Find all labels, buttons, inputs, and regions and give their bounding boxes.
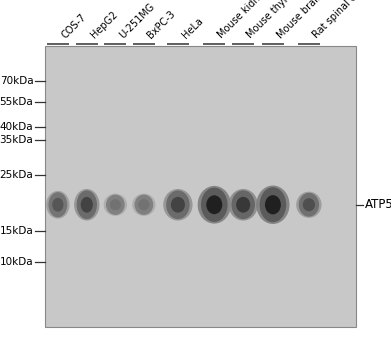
Ellipse shape — [138, 199, 149, 210]
Ellipse shape — [74, 189, 99, 220]
Ellipse shape — [228, 189, 258, 220]
Text: HepG2: HepG2 — [89, 9, 119, 40]
Ellipse shape — [110, 199, 121, 210]
Ellipse shape — [299, 193, 319, 217]
Ellipse shape — [52, 198, 63, 212]
Text: Mouse thymus: Mouse thymus — [245, 0, 303, 40]
Ellipse shape — [303, 198, 315, 211]
Text: 10kDa: 10kDa — [0, 258, 33, 267]
Ellipse shape — [260, 187, 286, 222]
Ellipse shape — [135, 195, 153, 215]
Text: Mouse brain: Mouse brain — [275, 0, 325, 40]
Text: ATP5H: ATP5H — [364, 198, 391, 211]
FancyBboxPatch shape — [45, 46, 356, 327]
Ellipse shape — [171, 197, 185, 213]
Ellipse shape — [201, 188, 228, 222]
Ellipse shape — [163, 189, 193, 220]
Text: COS-7: COS-7 — [60, 12, 88, 40]
Text: Mouse kidney: Mouse kidney — [216, 0, 271, 40]
Ellipse shape — [106, 195, 125, 215]
Text: 70kDa: 70kDa — [0, 76, 33, 86]
Ellipse shape — [256, 186, 289, 224]
Ellipse shape — [231, 190, 255, 219]
Ellipse shape — [104, 194, 127, 216]
Ellipse shape — [198, 186, 231, 224]
Text: Rat spinal cord: Rat spinal cord — [311, 0, 369, 40]
Ellipse shape — [265, 195, 281, 214]
Ellipse shape — [166, 190, 190, 219]
Ellipse shape — [81, 197, 93, 213]
Text: 40kDa: 40kDa — [0, 122, 33, 132]
Text: 25kDa: 25kDa — [0, 170, 33, 180]
Ellipse shape — [48, 192, 67, 217]
Ellipse shape — [236, 197, 250, 213]
Ellipse shape — [206, 195, 222, 214]
Text: HeLa: HeLa — [180, 16, 204, 40]
Ellipse shape — [296, 192, 321, 218]
Ellipse shape — [46, 191, 70, 219]
Text: 55kDa: 55kDa — [0, 97, 33, 107]
Text: 35kDa: 35kDa — [0, 135, 33, 145]
Text: U-251MG: U-251MG — [117, 1, 156, 40]
Text: 15kDa: 15kDa — [0, 226, 33, 237]
Text: BxPC-3: BxPC-3 — [146, 8, 178, 40]
Ellipse shape — [132, 194, 156, 216]
Ellipse shape — [77, 190, 97, 219]
